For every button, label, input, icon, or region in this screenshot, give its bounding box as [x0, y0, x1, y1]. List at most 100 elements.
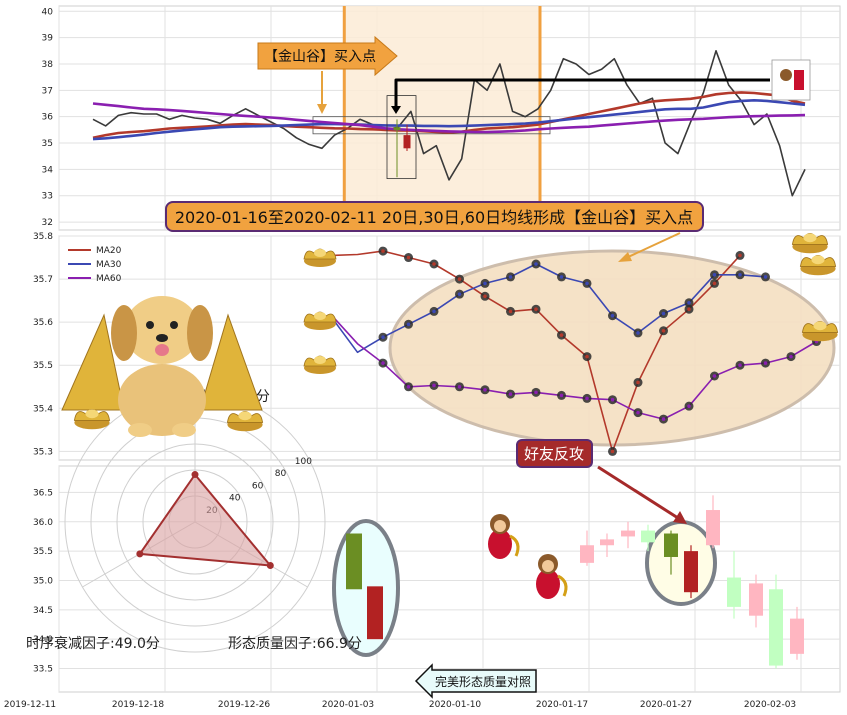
- pattern-ytick: 35.0: [33, 576, 53, 586]
- gold-ingot-icon: [73, 408, 111, 430]
- candle-body: [600, 539, 614, 546]
- friend-arrow-stem: [597, 465, 679, 520]
- ma60-line: [92, 102, 806, 134]
- ellipse-arrow-head: [618, 252, 632, 262]
- ma30-line: [92, 99, 806, 141]
- pattern-ytick: 36.0: [33, 518, 53, 528]
- ma30-point-core: [559, 275, 564, 279]
- price-ytick: 34: [42, 165, 54, 175]
- return-arrow-head: [391, 106, 401, 114]
- x-tick-label: 2020-02-03: [744, 700, 796, 710]
- ma60-point-core: [483, 387, 487, 392]
- ma20-point-core: [712, 281, 717, 286]
- ma30-point-core: [406, 322, 411, 327]
- puppy-eye: [146, 321, 154, 329]
- ma20-point-core: [559, 333, 564, 337]
- price-ytick: 38: [42, 60, 54, 70]
- moving-average-panel: 35.3 35.4 35.5 35.6 35.7 35.8 MA20 MA30 MA60: [33, 232, 840, 457]
- x-tick-label: 2020-01-27: [640, 700, 692, 710]
- puppy-ear: [187, 305, 213, 361]
- ma30-point-core: [457, 292, 462, 296]
- puppy-ear: [111, 305, 137, 361]
- ma20-point-core: [457, 277, 462, 281]
- price-ytick: 40: [42, 7, 54, 17]
- ma30-point-core: [432, 309, 436, 314]
- candle-body: [664, 533, 678, 557]
- ma60-point-core: [763, 361, 768, 365]
- price-ytick: 39: [42, 34, 54, 44]
- price-ytick: 32: [42, 218, 53, 228]
- monkey-icon: [536, 554, 568, 599]
- firecracker-frame: [771, 59, 811, 101]
- gold-ingot-icon: [226, 410, 264, 432]
- x-tick-label: 2019-12-11: [4, 700, 56, 710]
- ma30-point-core: [636, 331, 640, 335]
- ma60-point-core: [406, 384, 411, 389]
- friend-counter-ellipse: [645, 520, 717, 606]
- price-ytick: 35: [42, 139, 53, 149]
- radar-point: [266, 561, 274, 569]
- x-tick-label: 2019-12-18: [112, 700, 165, 710]
- pattern-panel-frame: [58, 465, 841, 693]
- pattern-ytick: 34.5: [33, 606, 53, 616]
- ellipse-arrow-stem: [625, 232, 681, 259]
- puppy-head: [124, 296, 200, 364]
- ma30-point-core: [763, 275, 768, 279]
- legend-label-ma20: MA20: [96, 246, 122, 256]
- ingot-shine: [238, 411, 252, 421]
- monkey-body: [488, 529, 512, 559]
- buy-point-arrow-box: [257, 35, 398, 77]
- mini-candle-body: [393, 127, 401, 131]
- friend-arrow-head: [673, 511, 687, 524]
- ma60-point-core: [381, 361, 385, 365]
- ma30-line: [331, 263, 766, 354]
- monkey-body: [536, 569, 560, 599]
- buy-point-label: 【金山谷】买入点: [264, 49, 376, 65]
- radar-rtick: 40: [229, 494, 241, 504]
- perfect-pattern-callout: 完美形态质量对照: [414, 663, 537, 699]
- buy-point-callout: 【金山谷】买入点: [257, 35, 398, 77]
- ma-ytick: 35.8: [33, 232, 53, 242]
- ma30-point-core: [661, 311, 666, 316]
- ma60-point-core: [687, 404, 691, 408]
- candle-body: [790, 618, 804, 654]
- ma60-point-core: [559, 393, 564, 398]
- pattern-ytick: 35.5: [33, 547, 53, 557]
- ma30-point-core: [738, 272, 742, 277]
- ingot-shine: [811, 255, 825, 265]
- ma30-point-core: [483, 281, 487, 286]
- ma30-point-core: [610, 313, 615, 318]
- banner-box: [165, 201, 704, 232]
- mini-candle-body: [403, 135, 411, 149]
- ma60-point-core: [457, 384, 462, 389]
- x-tick-label: 2020-01-17: [536, 700, 588, 710]
- ma20-point-core: [432, 262, 436, 266]
- decorations: [61, 59, 839, 599]
- ma-ytick: 35.6: [33, 318, 53, 328]
- ma60-point-core: [610, 397, 615, 402]
- pattern-ytick: 34.0: [33, 635, 53, 645]
- ingot-shine: [85, 409, 99, 419]
- price-ytick: 33: [42, 192, 53, 202]
- candle-body: [621, 530, 635, 537]
- firecracker-icon: [771, 59, 811, 101]
- ma60-point-core: [712, 374, 717, 378]
- return-arrow-line: [394, 78, 770, 108]
- highlight-candle: [346, 533, 362, 590]
- x-tick-label: 2020-01-03: [322, 700, 374, 710]
- candle-body: [769, 589, 783, 666]
- radar-axis-label: 时序衰减因子:49.0分: [26, 635, 160, 652]
- monkey-face: [542, 560, 554, 572]
- ma20-point-core: [610, 449, 615, 454]
- ma20-point-core: [661, 328, 666, 333]
- highlight-candle: [367, 586, 383, 640]
- x-tick-label: 2020-01-10: [429, 700, 482, 710]
- ma30-point-core: [687, 300, 691, 305]
- price-ytick: 37: [42, 86, 53, 96]
- ma20-point-core: [636, 380, 640, 385]
- puppy-tongue: [155, 344, 169, 356]
- ingot-shine: [803, 233, 817, 243]
- ingot-shine: [314, 356, 326, 364]
- gold-ingot-icon: [303, 355, 337, 374]
